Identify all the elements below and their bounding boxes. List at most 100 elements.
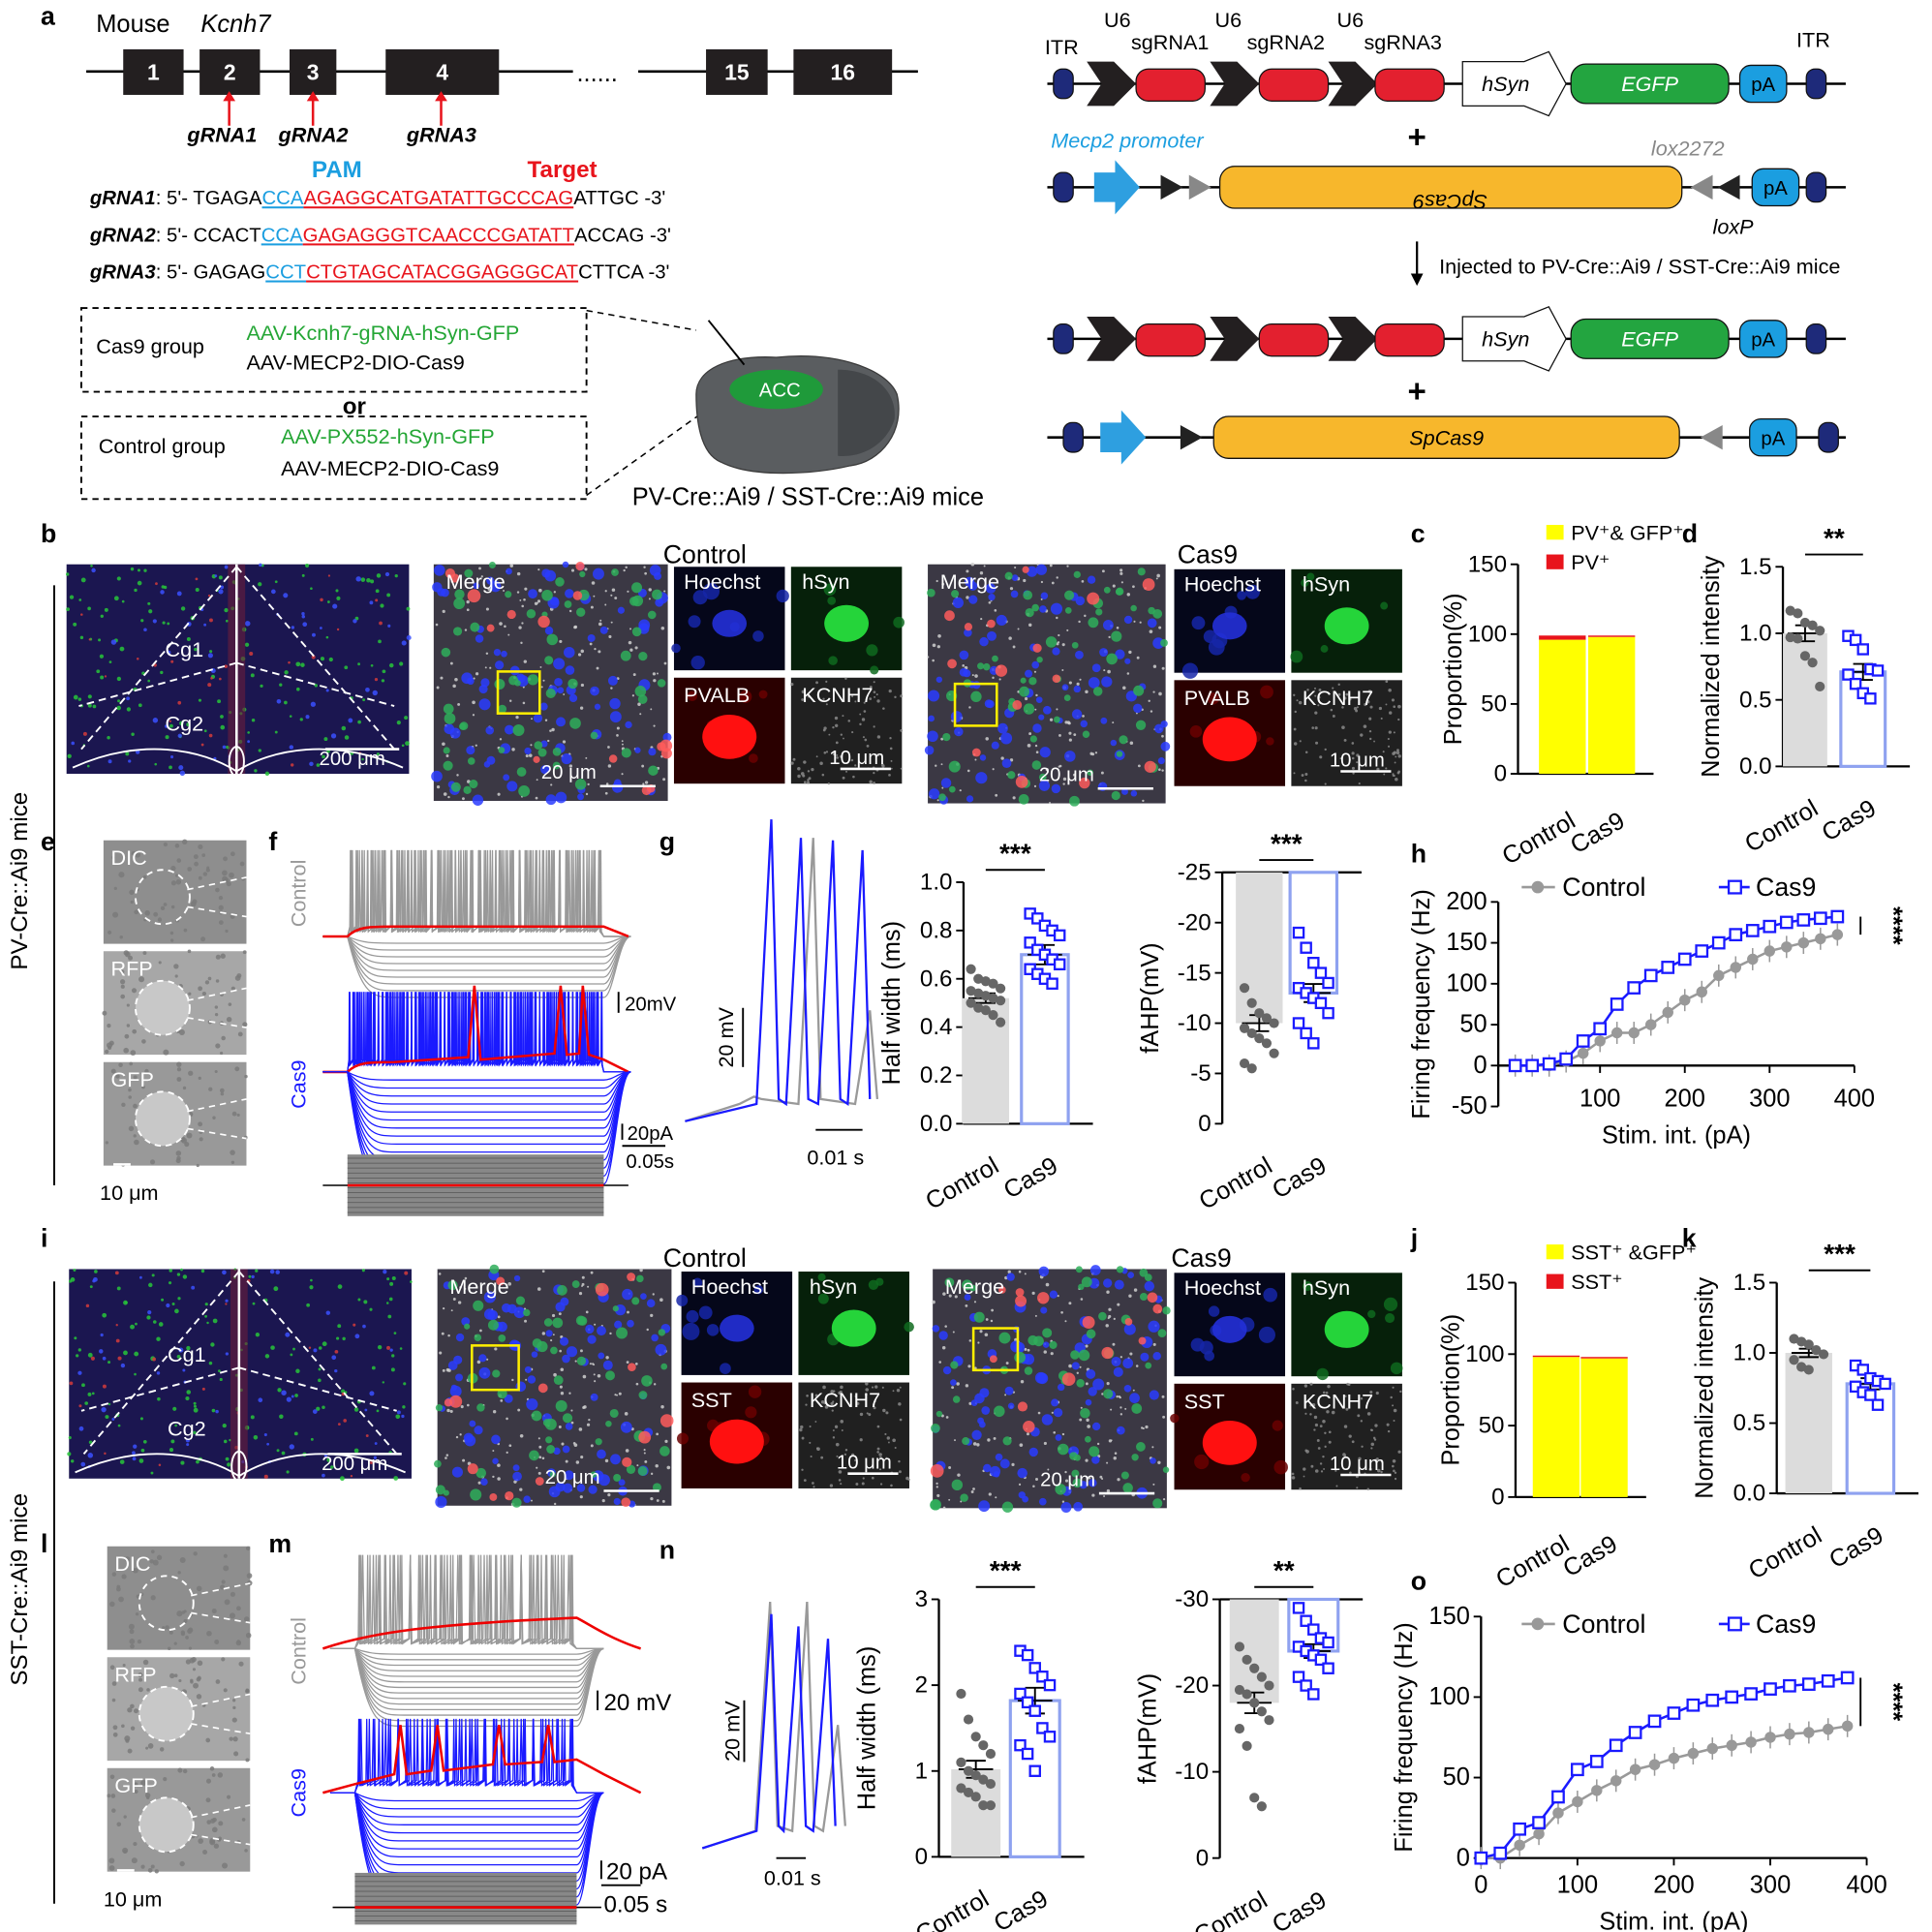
cell-dot [618,1479,626,1487]
cell-dot [565,589,574,598]
chart-h-point [1781,941,1793,953]
cell-dot [966,596,969,599]
cell-dot [169,720,171,723]
cell-dot [609,697,621,710]
cell-dot [888,773,891,777]
cell-dot [1348,1434,1352,1438]
cell-dot [552,1317,564,1329]
cell-dot [840,733,843,736]
cell-dot [1049,564,1053,567]
cell-dot [1393,1408,1397,1413]
cell-dot [836,756,839,759]
cell-dot [614,1394,617,1396]
cell-dot [516,571,521,576]
cell-dot [270,1345,275,1350]
cg-dash [78,661,237,707]
cell-dot [394,574,398,578]
cell-dot [541,589,553,601]
cell-dot [1292,1388,1295,1391]
cell-dot [376,752,380,756]
cell-dot [1078,1349,1090,1362]
cell-dot [376,1409,380,1413]
cell-dot [445,754,449,757]
cell-dot [454,589,465,599]
chart-h-point [1628,1027,1640,1039]
cell-dot [749,753,758,763]
scale-10-label: 10 μm [837,1453,892,1474]
cell-dot [226,1016,232,1023]
cell-dot [443,703,454,715]
cell-dot [472,794,484,806]
chart-n-fahp-point-cas9 [1314,1653,1328,1667]
cell-dot [1032,723,1042,733]
cell-dot [176,1061,182,1067]
cell-dot [492,1457,499,1464]
cell-dot [658,1329,666,1336]
cell-dot [110,1794,116,1798]
cell-dot [320,598,323,602]
chart-g-half-point-control [988,993,998,1003]
cell-dot [203,623,207,627]
chart-j-tick-label: 0 [1491,1485,1504,1511]
cell-dot [590,1393,598,1401]
step-trace [322,1071,631,1097]
cell-dot [1147,1292,1158,1303]
chart-g-fahp-y-label: fAHP(mV) [1137,942,1164,1053]
cell-dot [610,621,613,624]
cell-dot [544,569,557,582]
cell-dot [1158,691,1162,696]
cell-dot [964,1294,971,1302]
cell-dot [835,723,839,727]
cell-dot [111,1572,117,1577]
cell-dot [341,725,347,731]
cell-dot [1245,584,1260,599]
cell-dot [112,1732,118,1737]
cell-dot [1043,1441,1047,1446]
cell-dot [1004,571,1013,580]
cell-dot [591,581,596,585]
step-trace [322,1071,631,1161]
chart-o-y-label: Firing frequency (Hz) [1391,1622,1418,1852]
cell-dot [1081,1276,1092,1288]
chart-h-tick-label: -50 [1452,1092,1487,1119]
cell-dot [223,1553,228,1558]
cell-dot [935,676,943,683]
cell-dot [229,1736,233,1741]
cell-dot [942,732,951,742]
cell-dot [205,868,210,873]
cell-dot [799,1427,803,1432]
cell-dot [169,755,174,759]
chart-h-point [1695,944,1709,958]
chart-o-legend-label: Control [1562,1610,1645,1639]
cell-dot [162,621,166,625]
sgrna-block [1135,322,1206,357]
cell-dot [951,1479,964,1491]
itr-block [1818,421,1839,453]
cell-dot [486,1358,489,1361]
cell-dot [1038,1266,1050,1277]
exon-label: 15 [724,60,750,85]
cell-dot [1110,739,1118,747]
cell-dot [135,1322,138,1326]
scale-10-label: 10 μm [829,748,884,769]
chart-n-fahp-point-control [1264,1680,1274,1691]
chart-n-fahp-point-control [1242,1689,1252,1700]
cell-dot [252,1302,256,1305]
chart-n-fahp-significance: ** [1273,1555,1295,1585]
cell-dot [452,684,456,689]
cell-dot [169,1672,175,1679]
cell-dot [107,759,112,764]
exon-label: 16 [831,60,855,85]
cell-dot [1325,1391,1329,1395]
grna3-label: gRNA3 [406,122,476,146]
cell-dot [996,614,1007,627]
cell-dot [176,1273,181,1276]
cell-dot [80,577,86,583]
chart-o-legend-label: Cas9 [1756,1610,1816,1639]
cell-dot [442,609,445,613]
itr-block [1053,171,1074,203]
chart-g-half-point-control [973,1002,984,1013]
cell-dot [217,699,222,704]
cell-dot [137,580,142,586]
cell-dot [1363,724,1367,728]
